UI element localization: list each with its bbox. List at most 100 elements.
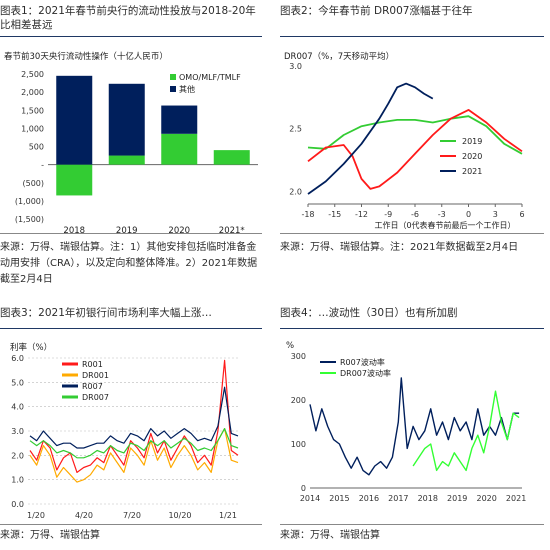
legend-label: OMO/MLF/TMLF <box>179 73 241 82</box>
x-tick-label: 2015 <box>329 494 349 503</box>
chart-2-subtitle: DR007（%，7天移动平均） <box>284 51 394 62</box>
panel-3-note: 来源：万得、瑞银估算 <box>0 530 100 541</box>
x-tick-label: 2021 <box>506 494 526 503</box>
panel-2: 图表2：今年春节前 DR007涨幅甚于往年 DR007（%，7天移动平均） 3.0… <box>280 0 550 275</box>
bar-omo <box>161 133 198 165</box>
y-tick-label: 1.0 <box>11 476 24 485</box>
legend-label: R001 <box>82 360 103 369</box>
panel-3-title: 图表3：2021年初银行间市场利率大幅上涨… <box>0 307 212 319</box>
x-tick-label: -6 <box>411 210 419 219</box>
panel-2-note: 来源：万得、瑞银估算。注：2021年数据截至2月4日 <box>280 242 519 253</box>
x-tick-label: 0 <box>466 210 471 219</box>
y-tick-label: (1,500) <box>15 215 44 224</box>
x-tick-label: 10/20 <box>168 511 191 520</box>
chart-3: 利率（%）6.0 5.0 4.0 3.0 2.0 1.0 0.01/20 4/20 7/20 10… <box>10 342 240 520</box>
y-tick-label: 0.0 <box>11 500 24 509</box>
x-tick-label: 2019 <box>116 226 138 236</box>
x-tick-label: 2018 <box>63 226 85 236</box>
x-tick-label: 2019 <box>447 494 467 503</box>
panel-1-bottom-rule <box>0 233 262 234</box>
panel-3-bottom-rule <box>0 524 262 525</box>
panel-3: 图表3：2021年初银行间市场利率大幅上涨… 利率（%） 6.0 5.0 4.0 3.0… <box>0 300 268 550</box>
panel-1: 图表1：2021年春节前央行的流动性投放与2018-20年比相差甚远 春节前30… <box>0 0 268 285</box>
x-axis-label: 工作日（0代表春节前最后一个工作日） <box>374 220 515 230</box>
x-tick-label: -9 <box>384 210 392 219</box>
chart-1: 春节前30天央行流动性操作（十亿人民币） 2,500 2,000 1,500 1,000… <box>4 51 258 236</box>
legend-label: DR007波动率 <box>340 368 391 378</box>
x-tick-label: 3 <box>493 210 498 219</box>
x-tick-label: 2021* <box>219 226 245 236</box>
panel-2-bottom-rule <box>280 233 544 234</box>
x-tick-label: 2014 <box>300 494 320 503</box>
y-tick-label: 2,000 <box>21 88 44 97</box>
y-tick-label: 4.0 <box>11 403 24 412</box>
bar-other <box>56 75 93 165</box>
x-tick-label: -3 <box>438 210 446 219</box>
bar-other <box>108 83 145 156</box>
panel-4-bottom-rule <box>280 524 544 525</box>
y-tick-label: 1,500 <box>21 106 44 115</box>
y-tick-label: 200 <box>291 396 306 405</box>
legend-swatch <box>170 86 176 92</box>
y-tick-label: 0 <box>301 484 306 493</box>
x-tick-label: 4/20 <box>75 511 93 520</box>
y-tick-label: 5.0 <box>11 378 24 387</box>
y-tick-label: 300 <box>291 352 306 361</box>
y-tick-label: 2.0 <box>289 187 302 196</box>
x-tick-label: -12 <box>355 210 368 219</box>
x-tick-label: 2017 <box>388 494 408 503</box>
y-tick-label: 3.0 <box>289 62 302 71</box>
x-tick-label: 1/21 <box>219 511 237 520</box>
series-line-DR007 <box>29 427 239 459</box>
series-line-2019 <box>307 115 523 155</box>
y-tick-label: 6.0 <box>11 354 24 363</box>
legend-swatch <box>170 74 176 80</box>
legend-label: 2021 <box>462 167 482 176</box>
bar-omo <box>108 155 145 165</box>
y-tick-label: (500) <box>22 179 44 188</box>
bar-omo <box>56 164 93 196</box>
panel-1-rule <box>0 36 262 37</box>
y-tick-label: 2.0 <box>11 451 24 460</box>
y-tick-label: 500 <box>29 143 44 152</box>
series-line-2020 <box>307 109 523 190</box>
x-tick-label: -15 <box>328 210 341 219</box>
chart-3-subtitle: 利率（%） <box>10 342 52 353</box>
panel-4-note: 来源：万得、瑞银估算 <box>280 530 380 541</box>
legend-label: DR007 <box>82 393 109 402</box>
panel-2-rule <box>280 36 544 37</box>
y-tick-label: 2.5 <box>289 125 302 134</box>
x-tick-label: 2016 <box>359 494 379 503</box>
legend-label: R007 <box>82 382 103 391</box>
y-tick-label: 3.0 <box>11 427 24 436</box>
y-tick-label: 2,500 <box>21 70 44 79</box>
y-tick-label: 1,000 <box>21 124 44 133</box>
y-tick-label: - <box>41 161 44 170</box>
x-tick-label: 6 <box>519 210 524 219</box>
x-tick-label: 2020 <box>476 494 496 503</box>
panel-1-note: 来源：万得、瑞银估算。注：1）其他安排包括临时准备金动用安排（CRA），以及定向… <box>0 242 258 285</box>
panel-3-rule <box>0 328 262 329</box>
legend-label: 2020 <box>462 152 482 161</box>
chart-4-subtitle: % <box>286 341 294 351</box>
y-tick-label: 100 <box>291 440 306 449</box>
panel-4-rule <box>280 328 544 329</box>
panel-2-title: 图表2：今年春节前 DR007涨幅甚于往年 <box>280 5 473 17</box>
panel-4: 图表4：…波动性（30日）也有所加剧 % 300 200 100 0 2014 2015 20… <box>280 300 550 550</box>
x-tick-label: 2018 <box>418 494 438 503</box>
bar-other <box>161 105 198 134</box>
legend-label: 2019 <box>462 137 482 146</box>
legend-label: DR001 <box>82 371 109 380</box>
x-tick-label: 1/20 <box>27 511 45 520</box>
x-tick-label: -18 <box>301 210 314 219</box>
x-tick-label: 2020 <box>168 226 190 236</box>
y-tick-label: (1,000) <box>15 197 44 206</box>
x-tick-label: 7/20 <box>123 511 141 520</box>
series-line-2021 <box>307 82 434 195</box>
legend-label: 其他 <box>179 84 195 94</box>
chart-2: DR007（%，7天移动平均）3.0 2.5 2.0 -18 -15 -12 -9 -6 -3 0… <box>284 51 525 230</box>
series-line-DR007波动率 <box>412 390 520 472</box>
panel-1-title: 图表1：2021年春节前央行的流动性投放与2018-20年比相差甚远 <box>0 5 256 31</box>
series-line-R007波动率 <box>309 377 520 476</box>
